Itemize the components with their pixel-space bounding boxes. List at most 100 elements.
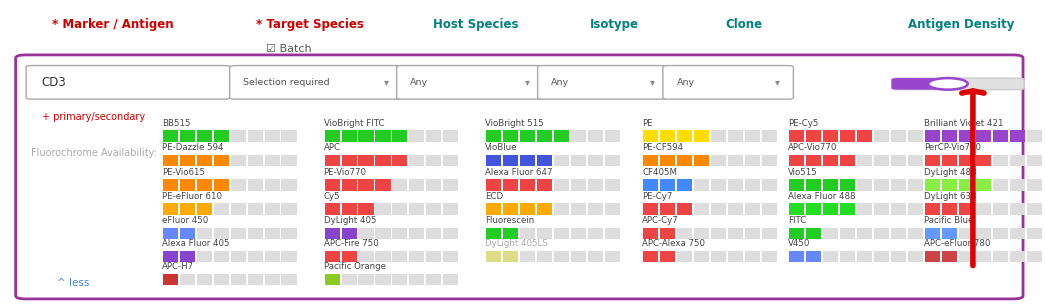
Text: APC-Fire 750: APC-Fire 750 <box>324 239 378 248</box>
Bar <box>874 130 889 142</box>
Bar <box>789 203 805 215</box>
Bar <box>325 203 340 215</box>
Text: PE-Cy5: PE-Cy5 <box>788 119 818 128</box>
Bar <box>1044 179 1045 191</box>
Bar <box>942 251 957 262</box>
Bar <box>942 155 957 166</box>
Bar <box>375 251 391 262</box>
Bar <box>537 155 553 166</box>
FancyBboxPatch shape <box>397 66 542 99</box>
Bar <box>264 130 280 142</box>
Bar <box>504 155 518 166</box>
Bar <box>857 179 872 191</box>
Bar <box>659 130 675 142</box>
Bar <box>694 203 709 215</box>
Bar <box>180 203 194 215</box>
Bar <box>762 155 776 166</box>
Bar <box>264 251 280 262</box>
Bar <box>281 228 297 239</box>
Bar <box>504 251 518 262</box>
Bar <box>711 179 726 191</box>
Text: VioBright FITC: VioBright FITC <box>324 119 385 128</box>
Text: ▾: ▾ <box>384 77 389 87</box>
Bar <box>840 228 855 239</box>
Bar <box>993 251 1007 262</box>
Bar <box>1026 228 1042 239</box>
Bar <box>1026 155 1042 166</box>
Bar <box>325 130 340 142</box>
Bar <box>677 155 692 166</box>
Bar <box>806 251 821 262</box>
Bar <box>789 179 805 191</box>
Bar <box>659 179 675 191</box>
Bar <box>942 228 957 239</box>
Bar <box>358 251 373 262</box>
Bar <box>958 228 974 239</box>
Bar <box>180 130 194 142</box>
Bar <box>410 179 424 191</box>
Bar <box>659 155 675 166</box>
Bar <box>504 130 518 142</box>
Text: DyLight 405: DyLight 405 <box>324 216 376 225</box>
Bar <box>375 274 391 285</box>
Bar <box>163 274 178 285</box>
Bar <box>163 155 178 166</box>
Bar <box>745 130 760 142</box>
Bar <box>711 130 726 142</box>
Bar <box>993 155 1007 166</box>
Bar <box>264 155 280 166</box>
Bar <box>325 228 340 239</box>
Bar <box>248 203 262 215</box>
Bar <box>727 155 743 166</box>
Bar <box>727 228 743 239</box>
Bar <box>840 130 855 142</box>
Bar <box>196 274 212 285</box>
Bar <box>891 179 906 191</box>
Bar <box>554 228 570 239</box>
Bar <box>281 155 297 166</box>
Bar <box>325 179 340 191</box>
Bar <box>659 203 675 215</box>
Bar <box>572 251 586 262</box>
Bar <box>572 203 586 215</box>
Bar <box>443 130 459 142</box>
Text: BB515: BB515 <box>162 119 190 128</box>
Bar <box>281 179 297 191</box>
Bar <box>325 274 340 285</box>
Bar <box>248 251 262 262</box>
Text: APC-Alexa 750: APC-Alexa 750 <box>642 239 705 248</box>
Bar <box>908 203 923 215</box>
Text: * Marker / Antigen: * Marker / Antigen <box>52 18 173 31</box>
Bar <box>823 228 838 239</box>
Bar <box>711 228 726 239</box>
Bar <box>643 203 658 215</box>
Bar <box>443 274 459 285</box>
Bar <box>426 251 441 262</box>
Bar <box>358 130 373 142</box>
Bar <box>537 130 553 142</box>
Bar <box>264 179 280 191</box>
Bar <box>711 203 726 215</box>
Bar <box>537 228 553 239</box>
Bar <box>342 179 356 191</box>
Bar <box>993 228 1007 239</box>
Bar <box>342 228 356 239</box>
Bar <box>694 155 709 166</box>
Bar <box>537 251 553 262</box>
Bar <box>694 179 709 191</box>
Bar <box>196 228 212 239</box>
Bar <box>588 203 603 215</box>
Bar <box>677 130 692 142</box>
Bar <box>677 228 692 239</box>
Text: Selection required: Selection required <box>243 78 330 87</box>
Bar <box>976 155 991 166</box>
Bar <box>976 251 991 262</box>
Bar <box>393 251 408 262</box>
Bar <box>426 228 441 239</box>
Text: DyLight 405LS: DyLight 405LS <box>486 239 549 248</box>
Text: Any: Any <box>551 78 570 87</box>
FancyBboxPatch shape <box>537 66 668 99</box>
Bar <box>588 251 603 262</box>
Bar <box>231 203 246 215</box>
Text: eFluor 450: eFluor 450 <box>162 216 208 225</box>
